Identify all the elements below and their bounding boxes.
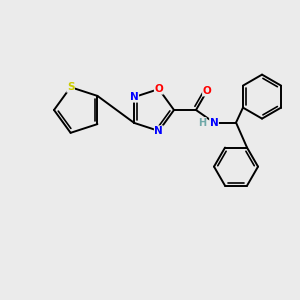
- Text: H: H: [198, 118, 206, 128]
- Text: N: N: [154, 126, 163, 136]
- Text: O: O: [202, 86, 211, 96]
- Text: N: N: [210, 118, 218, 128]
- Text: S: S: [67, 82, 74, 92]
- Text: O: O: [154, 84, 163, 94]
- Text: N: N: [130, 92, 139, 102]
